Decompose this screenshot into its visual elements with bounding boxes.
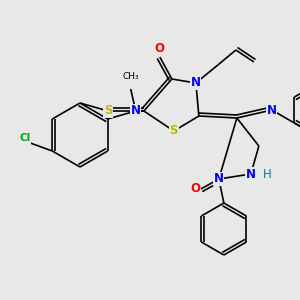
Text: S: S xyxy=(104,104,112,118)
Text: CH₃: CH₃ xyxy=(122,72,139,81)
Text: Cl: Cl xyxy=(20,133,31,143)
Text: N: N xyxy=(267,103,277,116)
Text: H: H xyxy=(263,167,272,181)
Text: N: N xyxy=(191,76,201,89)
Text: O: O xyxy=(155,43,165,56)
Text: N: N xyxy=(131,104,141,118)
Text: S: S xyxy=(169,124,178,137)
Text: N: N xyxy=(246,167,256,181)
Text: N: N xyxy=(214,172,224,185)
Text: O: O xyxy=(191,182,201,196)
